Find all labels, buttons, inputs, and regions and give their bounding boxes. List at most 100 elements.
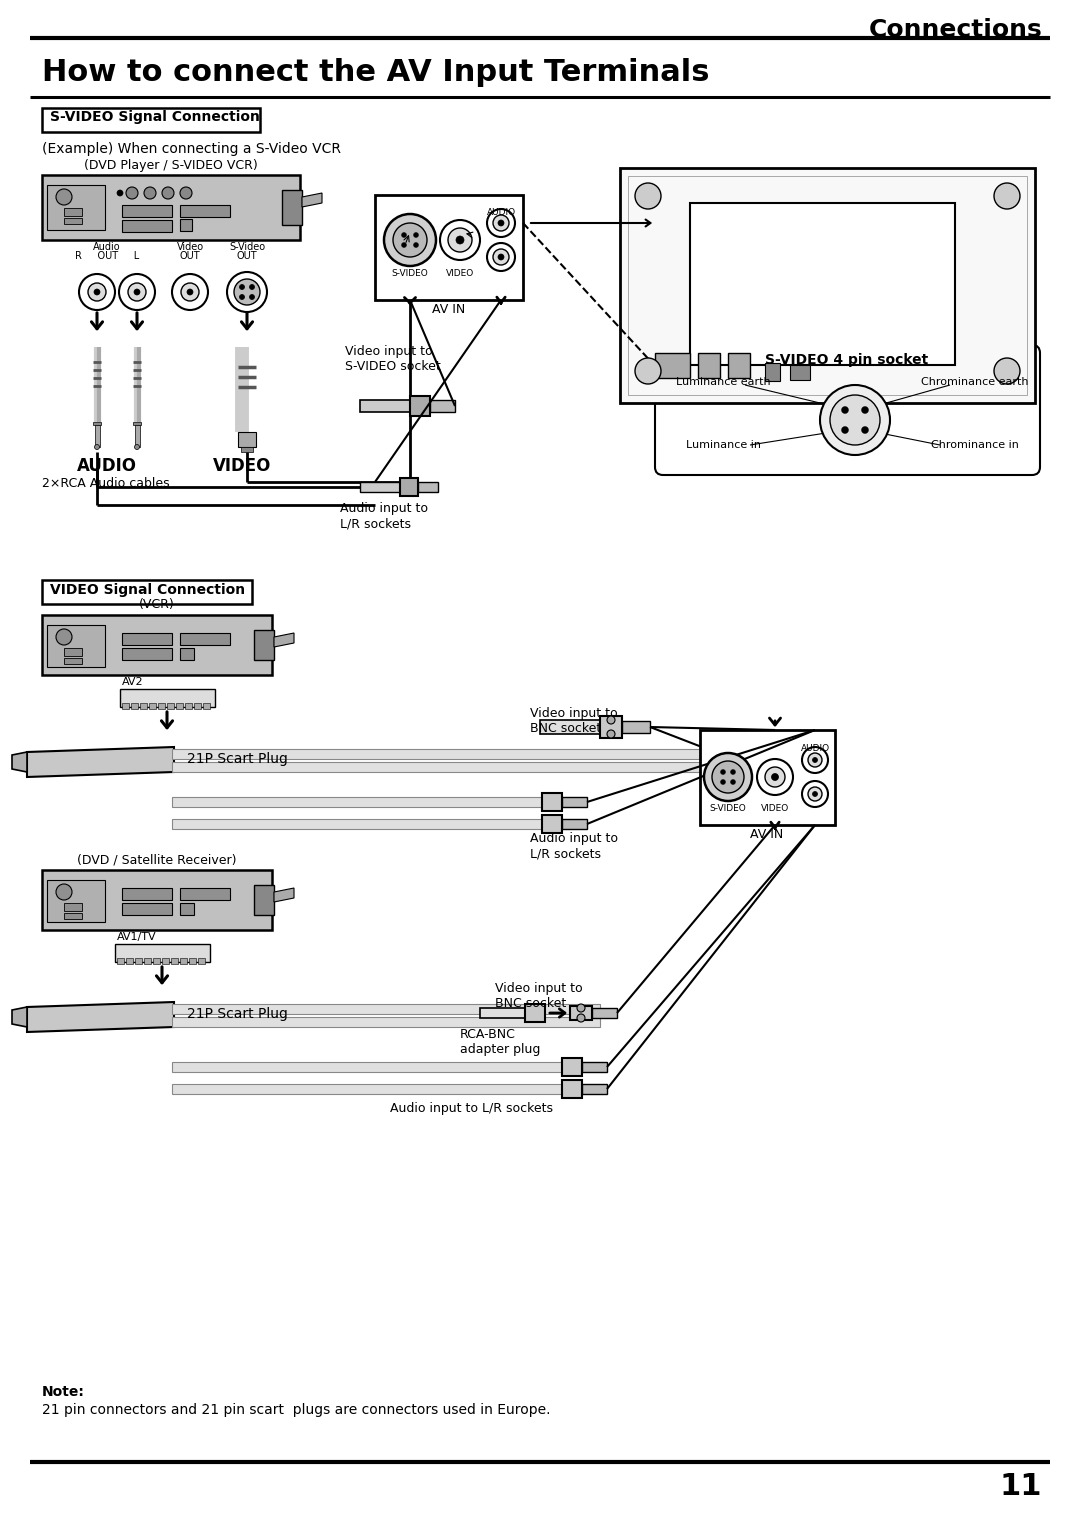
Circle shape [87, 283, 106, 301]
Circle shape [144, 186, 156, 199]
Bar [122, 703, 129, 709]
Bar [153, 958, 160, 964]
Polygon shape [172, 1004, 600, 1015]
Bar [540, 720, 600, 733]
Circle shape [181, 283, 199, 301]
Circle shape [240, 295, 244, 299]
Circle shape [402, 243, 406, 248]
Bar [42, 108, 260, 131]
Bar [562, 798, 588, 807]
Bar [42, 869, 272, 931]
Bar [122, 205, 172, 217]
Circle shape [227, 272, 267, 312]
Bar [360, 400, 410, 413]
Bar [654, 353, 690, 377]
Text: Audio input to
L/R sockets: Audio input to L/R sockets [530, 833, 618, 860]
Circle shape [180, 186, 192, 199]
Circle shape [757, 759, 793, 795]
Bar [64, 219, 82, 225]
Bar [149, 703, 156, 709]
Circle shape [607, 717, 615, 724]
Text: S-VIDEO 4 pin socket: S-VIDEO 4 pin socket [766, 353, 929, 367]
Bar [133, 422, 141, 425]
Bar [180, 219, 192, 231]
Text: Luminance in: Luminance in [686, 440, 760, 451]
Bar [690, 203, 955, 365]
Bar [135, 425, 139, 448]
Circle shape [117, 189, 123, 196]
Polygon shape [12, 1007, 27, 1027]
Bar [167, 703, 174, 709]
Bar [172, 1083, 562, 1094]
Circle shape [812, 792, 818, 796]
Bar [122, 633, 172, 645]
Text: AUDIO: AUDIO [77, 457, 137, 475]
Circle shape [456, 235, 464, 244]
Circle shape [402, 232, 406, 237]
Circle shape [720, 779, 726, 784]
Circle shape [812, 758, 818, 762]
Polygon shape [172, 749, 720, 759]
Bar [93, 422, 102, 425]
Text: AUDIO: AUDIO [486, 208, 515, 217]
Bar [126, 958, 133, 964]
Text: Audio: Audio [93, 241, 121, 252]
Circle shape [841, 406, 849, 414]
Bar [185, 703, 192, 709]
Bar [64, 648, 82, 656]
Circle shape [577, 1004, 585, 1012]
Polygon shape [12, 752, 27, 772]
Circle shape [95, 445, 99, 449]
Bar [131, 703, 138, 709]
Bar [64, 208, 82, 215]
Circle shape [635, 183, 661, 209]
Bar [144, 958, 151, 964]
Bar [622, 721, 650, 733]
Text: Note:: Note: [42, 1384, 85, 1400]
Text: VIDEO Signal Connection: VIDEO Signal Connection [50, 584, 245, 597]
Circle shape [820, 385, 890, 455]
Text: Video: Video [176, 241, 203, 252]
Text: 21P Scart Plug: 21P Scart Plug [187, 752, 288, 766]
Circle shape [802, 781, 828, 807]
Circle shape [126, 186, 138, 199]
Text: VIDEO: VIDEO [213, 457, 271, 475]
Bar [542, 814, 562, 833]
Text: VIDEO: VIDEO [761, 804, 789, 813]
Text: (DVD Player / S-VIDEO VCR): (DVD Player / S-VIDEO VCR) [84, 159, 258, 173]
Bar [122, 220, 172, 232]
Bar [194, 703, 201, 709]
Circle shape [712, 761, 744, 793]
Text: 21P Scart Plug: 21P Scart Plug [187, 1007, 288, 1021]
Bar [410, 396, 430, 416]
Bar [282, 189, 302, 225]
Text: (DVD / Satellite Receiver): (DVD / Satellite Receiver) [78, 853, 237, 866]
Text: (VCR): (VCR) [139, 597, 175, 611]
Bar [627, 176, 1027, 396]
Circle shape [802, 747, 828, 773]
Circle shape [771, 773, 779, 781]
Circle shape [393, 223, 427, 257]
Bar [171, 958, 178, 964]
Polygon shape [274, 633, 294, 646]
Circle shape [498, 220, 504, 226]
Bar [360, 481, 400, 492]
Bar [122, 903, 172, 915]
Bar [570, 1005, 592, 1021]
Polygon shape [172, 1018, 600, 1027]
Bar [254, 885, 274, 915]
Bar [180, 888, 230, 900]
Bar [158, 703, 165, 709]
Text: RCA-BNC
adapter plug: RCA-BNC adapter plug [460, 1028, 540, 1056]
Polygon shape [172, 762, 720, 772]
Circle shape [56, 885, 72, 900]
Bar [122, 888, 172, 900]
Polygon shape [27, 1002, 174, 1031]
Circle shape [135, 445, 139, 449]
Circle shape [862, 426, 868, 434]
Bar [172, 1062, 562, 1073]
Bar [180, 903, 194, 915]
Bar [525, 1004, 545, 1022]
Text: Video input to
S-VIDEO socket: Video input to S-VIDEO socket [345, 345, 441, 373]
Circle shape [704, 753, 752, 801]
